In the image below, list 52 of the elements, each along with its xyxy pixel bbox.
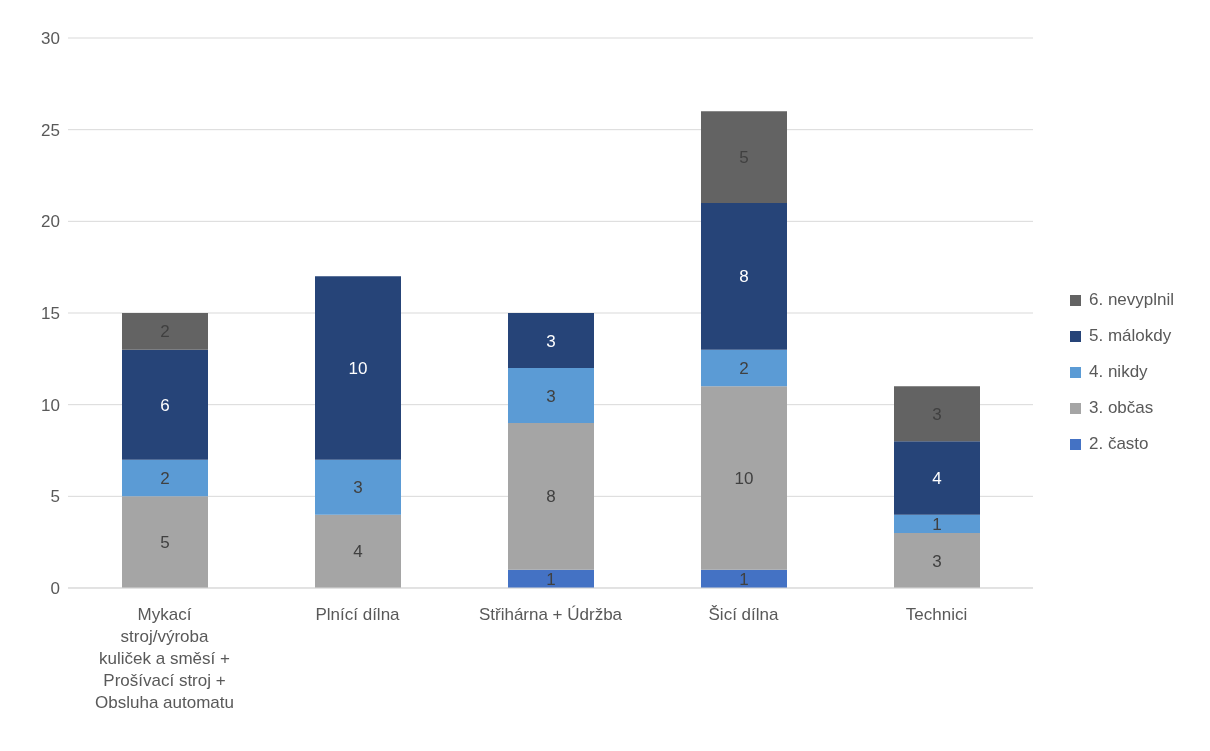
- bar: [508, 313, 594, 368]
- x-tick-label: Šicí dílna: [708, 605, 779, 624]
- y-tick-label: 30: [41, 29, 60, 49]
- bar: [315, 514, 401, 588]
- legend-label: 6. nevyplnil: [1089, 290, 1175, 310]
- y-tick-label: 25: [41, 120, 60, 140]
- data-label: 3: [932, 551, 942, 571]
- data-label: 6: [160, 395, 170, 415]
- bar: [315, 459, 401, 515]
- data-label: 8: [546, 487, 556, 507]
- bar: [508, 368, 594, 423]
- data-label: 10: [348, 359, 368, 379]
- bar: [894, 386, 980, 442]
- x-tick-label: Plnící dílna: [315, 605, 401, 624]
- bar: [894, 514, 980, 533]
- bar: [122, 496, 208, 588]
- y-tick-label: 20: [41, 212, 60, 232]
- data-label: 3: [546, 331, 556, 351]
- data-label: 4: [353, 542, 363, 562]
- data-label: 1: [739, 569, 749, 589]
- bar: [701, 349, 787, 387]
- bar: [122, 459, 208, 497]
- data-label: 3: [546, 386, 556, 406]
- data-label: 8: [739, 267, 749, 287]
- data-label: 2: [739, 359, 749, 379]
- x-tick-label: Mykací stroj/výroba kuliček a směsí + Prošívací stroj + Obsluha automatu: [95, 605, 234, 712]
- y-tick-label: 10: [41, 395, 60, 415]
- bar: [508, 423, 594, 570]
- y-tick-label: 0: [50, 579, 60, 599]
- x-tick-label: Technici: [905, 605, 968, 624]
- y-tick-label: 5: [50, 487, 60, 507]
- bar: [701, 386, 787, 570]
- data-label: 1: [546, 569, 556, 589]
- legend-label: 4. nikdy: [1089, 362, 1148, 382]
- bar: [122, 313, 208, 350]
- bar: [315, 276, 401, 460]
- data-label: 1: [932, 514, 942, 534]
- legend-label: 3. občas: [1089, 398, 1154, 418]
- bar: [701, 111, 787, 203]
- data-label: 4: [932, 469, 942, 489]
- bar: [894, 441, 980, 515]
- data-label: 5: [160, 533, 170, 553]
- y-tick-label: 15: [41, 304, 60, 324]
- x-tick-label: Střihárna + Údržba: [478, 605, 623, 624]
- legend-label: 2. často: [1089, 434, 1149, 454]
- data-label: 10: [734, 469, 754, 489]
- bar: [701, 203, 787, 350]
- bar: [894, 533, 980, 588]
- bar: [122, 349, 208, 460]
- data-label: 2: [160, 469, 170, 489]
- legend-label: 5. málokdy: [1089, 326, 1172, 346]
- data-label: 3: [353, 478, 363, 498]
